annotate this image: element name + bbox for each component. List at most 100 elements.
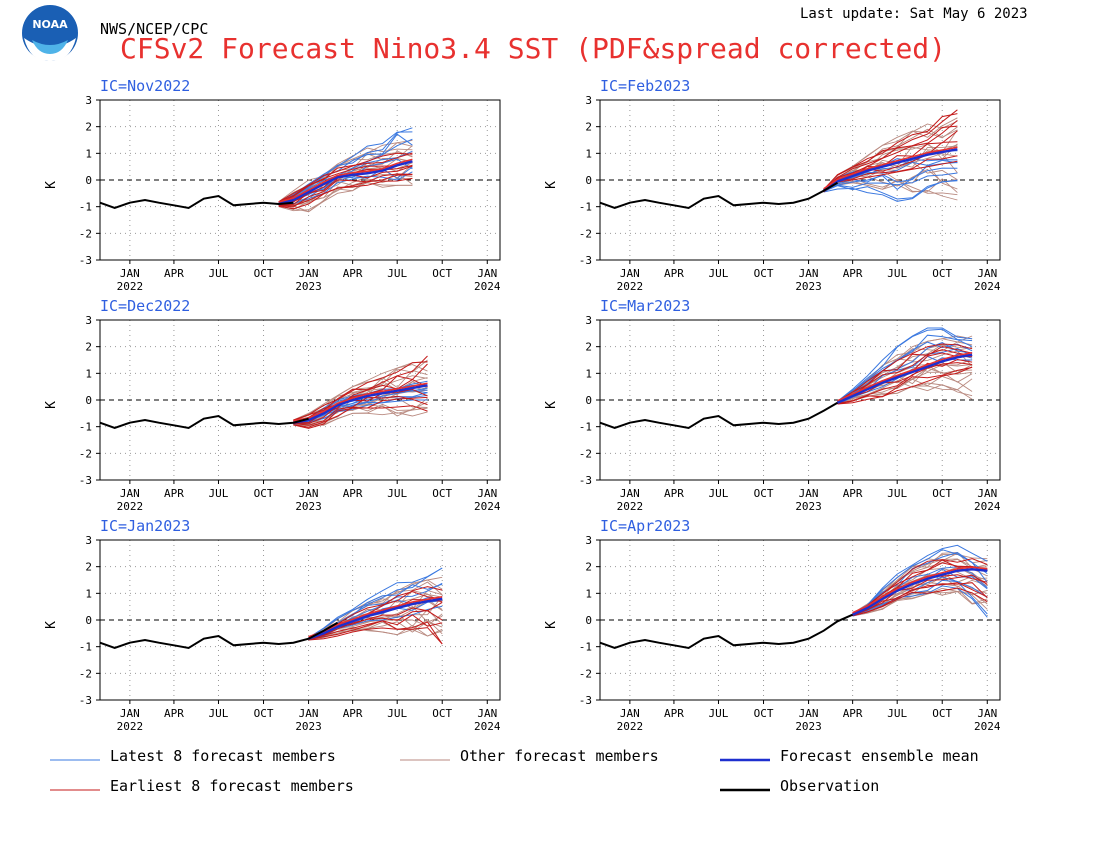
y-tick-label: 0 xyxy=(85,394,92,407)
legend-item: Observation xyxy=(720,777,879,795)
x-tick-label: JAN xyxy=(120,487,140,500)
latest-member-line xyxy=(837,341,973,404)
x-tick-label: APR xyxy=(164,707,184,720)
earliest-member-line xyxy=(823,120,958,191)
x-tick-label: OCT xyxy=(254,487,274,500)
other-member-line xyxy=(852,588,988,617)
earliest-member-line xyxy=(837,343,973,402)
panel-title: IC=Feb2023 xyxy=(600,77,690,95)
latest-member-line xyxy=(823,162,958,192)
x-tick-label: OCT xyxy=(432,487,452,500)
y-tick-label: 3 xyxy=(585,534,592,547)
legend-label: Earliest 8 forecast members xyxy=(110,777,354,795)
x-tick-label: JUL xyxy=(387,707,407,720)
y-tick-label: -1 xyxy=(579,201,592,214)
x-tick-label: JUL xyxy=(709,267,729,280)
y-tick-label: 0 xyxy=(585,394,592,407)
logo-text: NOAA xyxy=(32,18,68,31)
legend-label: Other forecast members xyxy=(460,747,659,765)
y-axis-label: K xyxy=(544,181,559,189)
x-tick-label: APR xyxy=(664,707,684,720)
x-tick-label: JUL xyxy=(387,487,407,500)
observation-line xyxy=(599,181,839,210)
panel-title: IC=Jan2023 xyxy=(100,517,190,535)
legend-item: Other forecast members xyxy=(400,747,659,765)
latest-member-line xyxy=(852,549,988,615)
x-tick-label: JAN xyxy=(299,707,319,720)
other-member-line xyxy=(837,371,973,404)
earliest-member-line xyxy=(278,152,413,203)
latest-member-line xyxy=(837,334,973,403)
x-tick-year-label: 2023 xyxy=(795,720,822,733)
x-tick-label: APR xyxy=(343,267,363,280)
earliest-member-line xyxy=(293,395,428,426)
ensemble-mean-line xyxy=(852,568,988,616)
x-tick-label: JAN xyxy=(477,487,497,500)
ensemble-mean-highlight-line xyxy=(837,351,973,402)
x-tick-label: APR xyxy=(843,487,863,500)
x-tick-label: JUL xyxy=(709,487,729,500)
x-tick-label: OCT xyxy=(254,267,274,280)
ensemble-mean-line xyxy=(293,384,428,424)
y-tick-label: 1 xyxy=(85,587,92,600)
x-tick-label: JUL xyxy=(887,267,907,280)
ensemble-mean-highlight-line xyxy=(852,566,988,614)
x-tick-label: APR xyxy=(664,487,684,500)
panel-title: IC=Nov2022 xyxy=(100,77,190,95)
y-tick-label: 1 xyxy=(585,147,592,160)
ensemble-mean-line xyxy=(836,353,973,404)
legend-label: Observation xyxy=(780,777,879,795)
x-tick-label: OCT xyxy=(932,487,952,500)
latest-member-line xyxy=(823,179,958,200)
noaa-logo: NOAA xyxy=(18,4,82,62)
x-tick-label: APR xyxy=(343,487,363,500)
x-tick-label: OCT xyxy=(754,707,774,720)
y-tick-label: 2 xyxy=(585,561,592,574)
x-tick-label: JAN xyxy=(977,487,997,500)
x-tick-label: JUL xyxy=(209,487,229,500)
x-tick-label: OCT xyxy=(932,707,952,720)
y-tick-label: 2 xyxy=(585,121,592,134)
y-tick-label: 0 xyxy=(585,614,592,627)
latest-member-line xyxy=(278,127,413,204)
x-tick-year-label: 2022 xyxy=(117,280,144,293)
y-tick-label: 2 xyxy=(85,561,92,574)
ensemble-mean-highlight-line xyxy=(823,146,958,190)
other-member-line xyxy=(293,359,428,422)
earliest-member-line xyxy=(308,610,443,640)
y-tick-label: 1 xyxy=(585,587,592,600)
y-tick-label: -2 xyxy=(579,227,592,240)
x-tick-label: OCT xyxy=(432,707,452,720)
y-tick-label: 3 xyxy=(585,94,592,107)
x-tick-label: JAN xyxy=(799,267,819,280)
ensemble-mean-highlight-line xyxy=(278,158,413,203)
y-tick-label: 1 xyxy=(85,367,92,380)
earliest-member-line xyxy=(823,160,958,193)
y-tick-label: 1 xyxy=(585,367,592,380)
x-tick-label: JUL xyxy=(887,487,907,500)
x-tick-label: JUL xyxy=(709,707,729,720)
y-tick-label: 0 xyxy=(585,174,592,187)
latest-member-line xyxy=(308,567,443,639)
x-tick-label: JAN xyxy=(120,267,140,280)
y-tick-label: -2 xyxy=(579,667,592,680)
x-tick-year-label: 2022 xyxy=(117,500,144,513)
earliest-member-line xyxy=(293,355,428,422)
y-tick-label: 2 xyxy=(85,341,92,354)
y-tick-label: -3 xyxy=(579,254,592,267)
x-tick-year-label: 2023 xyxy=(795,500,822,513)
other-member-line xyxy=(823,182,958,201)
y-tick-label: -1 xyxy=(79,641,92,654)
x-tick-label: JAN xyxy=(477,267,497,280)
x-tick-label: JAN xyxy=(620,707,640,720)
latest-member-line xyxy=(837,327,973,402)
x-tick-label: JUL xyxy=(209,267,229,280)
last-update-label: Last update: Sat May 6 2023 xyxy=(800,6,1028,22)
panel-title: IC=Apr2023 xyxy=(600,517,690,535)
x-tick-year-label: 2022 xyxy=(617,500,644,513)
x-tick-label: OCT xyxy=(754,487,774,500)
latest-member-line xyxy=(278,166,413,206)
x-tick-year-label: 2023 xyxy=(795,280,822,293)
